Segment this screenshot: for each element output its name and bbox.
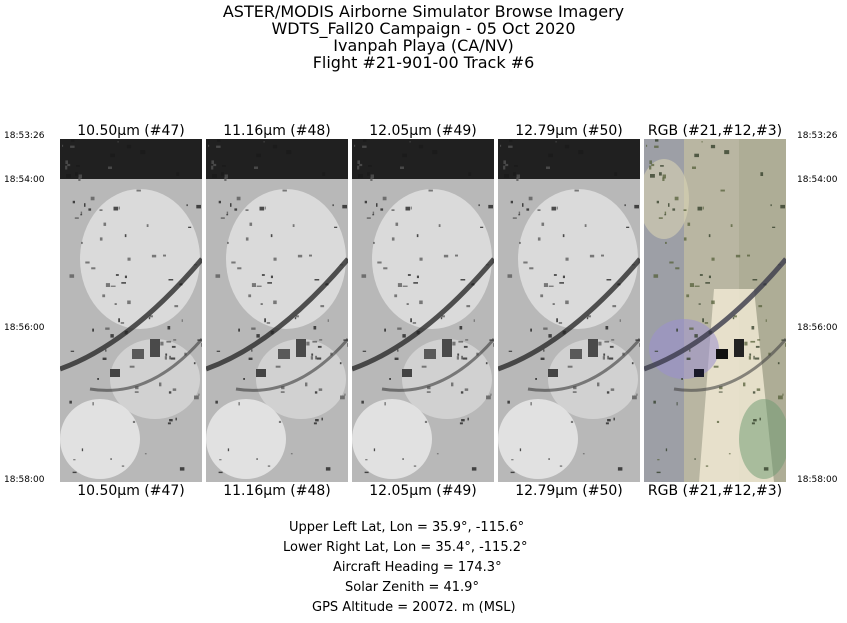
panel-label-top-rgb: RGB (#21,#12,#3) (647, 123, 783, 139)
title-line-3: Ivanpah Playa (CA/NV) (333, 36, 514, 55)
band-image-47 (60, 139, 202, 482)
rgb-composite-image (644, 139, 786, 482)
time-label-left: 18:53:26 (4, 131, 45, 141)
figure-title: ASTER/MODIS Airborne Simulator Browse Im… (0, 3, 847, 71)
aircraft-heading: Aircraft Heading = 174.3° (333, 560, 502, 575)
time-label-right: 18:53:26 (797, 131, 838, 141)
time-label-left: 18:54:00 (4, 175, 45, 185)
time-label-right: 18:56:00 (797, 323, 838, 333)
panel-label-bottom-48: 11.16μm (#48) (223, 483, 331, 499)
band-image-49 (352, 139, 494, 482)
panel-label-bottom-rgb: RGB (#21,#12,#3) (647, 483, 783, 499)
time-label-right: 18:54:00 (797, 175, 838, 185)
panel-label-top-48: 11.16μm (#48) (223, 123, 331, 139)
title-line-1: ASTER/MODIS Airborne Simulator Browse Im… (222, 2, 625, 21)
upper-left-latlon: Upper Left Lat, Lon = 35.9°, -115.6° (289, 520, 525, 535)
panel-label-bottom-49: 12.05μm (#49) (369, 483, 477, 499)
time-label-left: 18:58:00 (4, 475, 45, 485)
panel-label-bottom-50: 12.79μm (#50) (515, 483, 623, 499)
panel-label-top-49: 12.05μm (#49) (369, 123, 477, 139)
band-image-50 (498, 139, 640, 482)
gps-altitude: GPS Altitude = 20072. m (MSL) (312, 600, 516, 615)
panel-label-bottom-47: 10.50μm (#47) (77, 483, 185, 499)
band-image-48 (206, 139, 348, 482)
flight-info: Upper Left Lat, Lon = 35.9°, -115.6° Low… (0, 518, 847, 618)
panel-label-top-50: 12.79μm (#50) (515, 123, 623, 139)
lower-right-latlon: Lower Right Lat, Lon = 35.4°, -115.2° (283, 540, 528, 555)
solar-zenith: Solar Zenith = 41.9° (345, 580, 479, 595)
time-label-right: 18:58:00 (797, 475, 838, 485)
panel-label-top-47: 10.50μm (#47) (77, 123, 185, 139)
title-line-4: Flight #21-901-00 Track #6 (312, 53, 535, 72)
title-line-2: WDTS_Fall20 Campaign - 05 Oct 2020 (271, 19, 576, 38)
time-label-left: 18:56:00 (4, 323, 45, 333)
